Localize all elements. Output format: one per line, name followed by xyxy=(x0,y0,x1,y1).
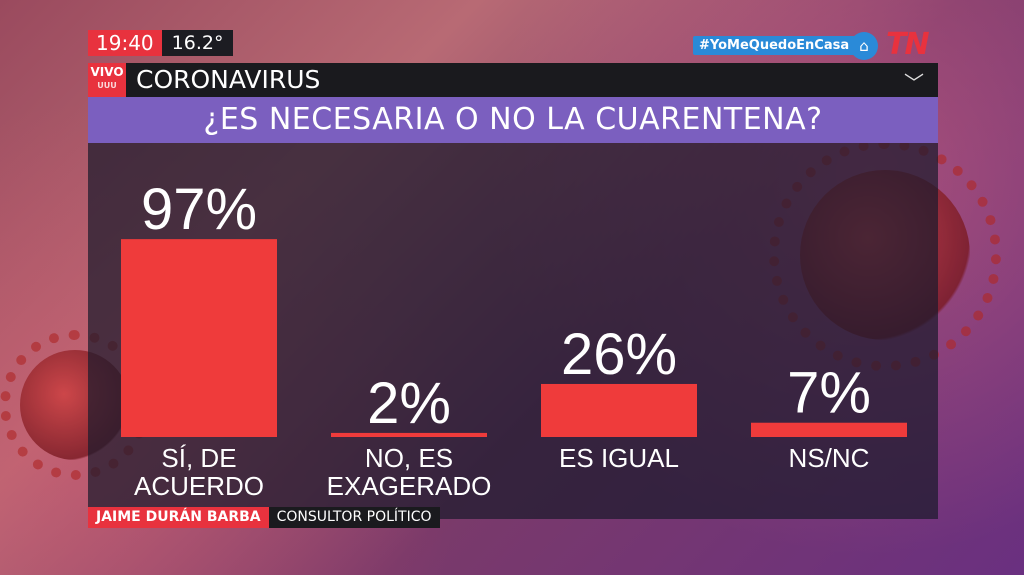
question-bar: ¿ES NECESARIA O NO LA CUARENTENA? xyxy=(88,97,938,143)
bar-3 xyxy=(751,422,907,437)
value-label-3: 7% xyxy=(787,361,871,426)
category-label-0-0: SÍ, DE xyxy=(161,443,236,473)
speaker-name: JAIME DURÁN BARBA xyxy=(88,507,269,528)
value-label-0: 97% xyxy=(141,177,257,242)
chevron-down-icon: ﹀ xyxy=(904,71,924,95)
bar-0 xyxy=(121,239,277,437)
live-label: VIVO xyxy=(90,65,124,79)
section-title: CORONAVIRUS xyxy=(136,65,321,94)
home-icon: ⌂ xyxy=(850,32,878,60)
bar-1 xyxy=(331,432,487,437)
section-bar: CORONAVIRUS ﹀ xyxy=(126,63,938,97)
status-bar: 19:40 16.2° xyxy=(88,30,234,56)
poll-question: ¿ES NECESARIA O NO LA CUARENTENA? xyxy=(203,102,823,137)
category-label-3-0: NS/NC xyxy=(789,443,870,473)
chart-panel: 97% SÍ, DE ACUERDO 2% NO, ES EXAGERADO 26% ES I… xyxy=(88,143,938,519)
live-badge: VIVO UUU xyxy=(88,63,126,97)
hashtag-badge: #YoMeQuedoEnCasa xyxy=(693,36,856,55)
category-label-2-0: ES IGUAL xyxy=(559,443,679,473)
live-sub: UUU xyxy=(97,81,117,90)
temperature: 16.2° xyxy=(161,30,234,56)
category-label-0-1: ACUERDO xyxy=(134,471,264,501)
channel-logo: TN xyxy=(886,27,930,62)
value-label-1: 2% xyxy=(367,371,451,436)
bar-2 xyxy=(541,383,697,437)
value-label-2: 26% xyxy=(561,322,677,387)
clock: 19:40 xyxy=(88,30,162,56)
lower-third: JAIME DURÁN BARBA CONSULTOR POLÍTICO xyxy=(88,507,440,528)
speaker-role: CONSULTOR POLÍTICO xyxy=(268,507,440,528)
category-label-1-1: EXAGERADO xyxy=(327,471,492,501)
category-label-1-0: NO, ES xyxy=(365,443,453,473)
